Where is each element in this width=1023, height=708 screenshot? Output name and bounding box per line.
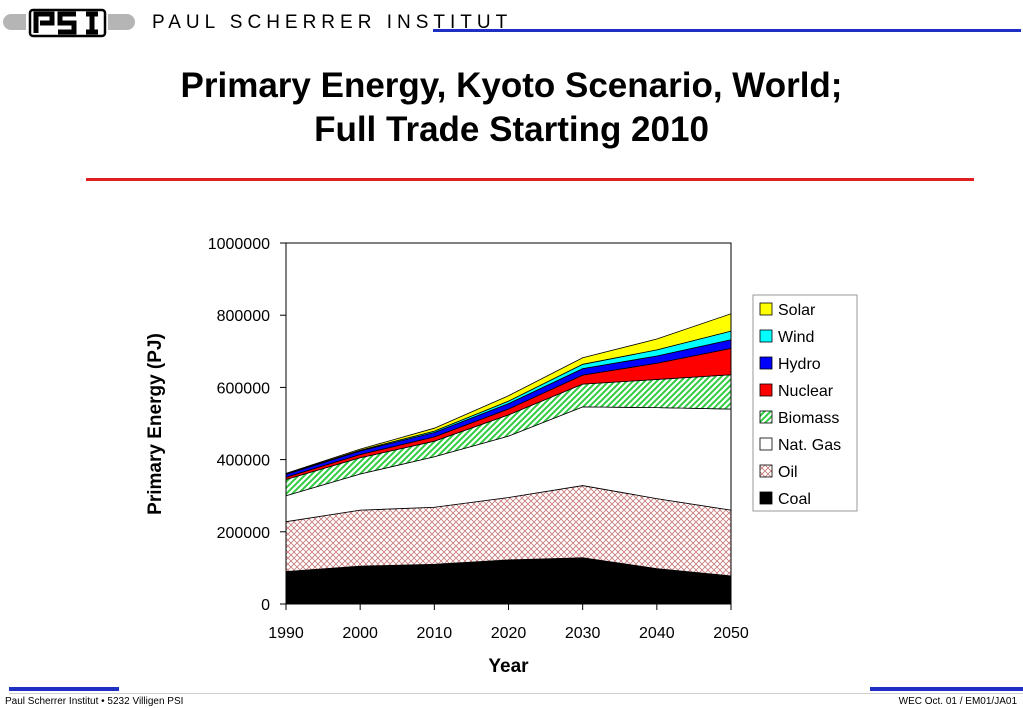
header-rule xyxy=(433,29,1021,32)
x-tick-label: 2000 xyxy=(342,625,378,642)
legend-label-oil: Oil xyxy=(778,464,798,481)
y-tick-label: 1000000 xyxy=(208,236,270,253)
footer-reference: WEC Oct. 01 / EM01/JA01 xyxy=(898,696,1017,707)
legend-swatch-solar xyxy=(759,302,773,316)
slide-header: PAUL SCHERRER INSTITUT xyxy=(0,0,1023,50)
legend-swatch-hydro xyxy=(759,356,773,370)
title-rule xyxy=(86,178,974,181)
x-tick-label: 2050 xyxy=(713,625,749,642)
legend: Solar Wind Hydro Nuclear Biomass Nat. Gas Oil C… xyxy=(752,294,858,512)
legend-swatch-biomass xyxy=(759,410,773,424)
legend-label-wind: Wind xyxy=(778,329,814,346)
x-tick-label: 2030 xyxy=(565,625,601,642)
slide-title-line-2: Full Trade Starting 2010 xyxy=(314,110,709,149)
psi-logo-glyphs xyxy=(28,8,107,38)
institute-name: PAUL SCHERRER INSTITUT xyxy=(152,12,513,33)
x-tick-label: 2010 xyxy=(417,625,453,642)
legend-swatch-nat-gas xyxy=(759,437,773,451)
legend-swatch-oil xyxy=(759,464,773,478)
footer-institute: Paul Scherrer Institut • 5232 Villigen P… xyxy=(5,696,184,707)
footer-rule-right xyxy=(870,687,1023,691)
x-tick-label: 2020 xyxy=(491,625,527,642)
legend-box xyxy=(752,294,858,512)
x-tick-label: 1990 xyxy=(268,625,304,642)
legend-label-coal: Coal xyxy=(778,491,811,508)
y-tick-label: 400000 xyxy=(217,453,270,470)
x-tick-label: 2040 xyxy=(639,625,675,642)
legend-swatch-wind xyxy=(759,329,773,343)
x-axis-label: Year xyxy=(488,656,529,677)
y-tick-label: 600000 xyxy=(217,380,270,397)
y-tick-label: 0 xyxy=(261,597,270,614)
slide-title: Primary Energy, Kyoto Scenario, World; F… xyxy=(0,64,1023,152)
psi-logo xyxy=(26,7,108,39)
legend-label-nat-gas: Nat. Gas xyxy=(778,437,841,454)
legend-label-solar: Solar xyxy=(778,302,816,319)
y-tick-label: 200000 xyxy=(217,525,270,542)
footer-rule-left xyxy=(9,687,119,691)
legend-label-nuclear: Nuclear xyxy=(778,383,834,400)
legend-swatch-nuclear xyxy=(759,383,773,397)
legend-label-hydro: Hydro xyxy=(778,356,821,373)
footer-divider xyxy=(9,693,1023,694)
slide-title-line-1: Primary Energy, Kyoto Scenario, World; xyxy=(180,66,843,105)
legend-label-biomass: Biomass xyxy=(778,410,839,427)
y-tick-label: 800000 xyxy=(217,308,270,325)
legend-swatch-coal xyxy=(759,491,773,505)
y-axis-label: Primary Energy (PJ) xyxy=(145,333,166,515)
